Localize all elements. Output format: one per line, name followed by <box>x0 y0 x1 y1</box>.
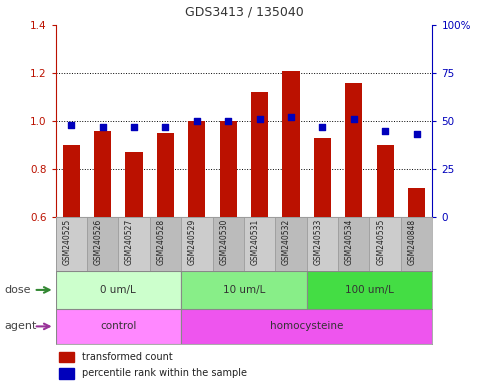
Bar <box>338 217 369 271</box>
Text: GSM240535: GSM240535 <box>376 219 385 265</box>
Point <box>161 124 170 130</box>
Text: GSM240527: GSM240527 <box>125 219 134 265</box>
Bar <box>181 217 213 271</box>
Bar <box>307 217 338 271</box>
Text: GSM240529: GSM240529 <box>188 219 197 265</box>
Bar <box>275 217 307 271</box>
Text: GSM240530: GSM240530 <box>219 219 228 265</box>
Point <box>99 124 107 130</box>
Bar <box>220 121 237 217</box>
Point <box>412 131 420 137</box>
Bar <box>314 138 331 217</box>
Bar <box>150 217 181 271</box>
Text: GSM240533: GSM240533 <box>313 219 323 265</box>
Bar <box>251 92 268 217</box>
Text: GSM240848: GSM240848 <box>408 219 416 265</box>
Text: transformed count: transformed count <box>82 352 172 362</box>
Bar <box>244 217 275 271</box>
Text: GSM240525: GSM240525 <box>62 219 71 265</box>
Bar <box>181 309 432 344</box>
Bar <box>59 352 74 362</box>
Text: dose: dose <box>5 285 31 295</box>
Text: 100 um/L: 100 um/L <box>345 285 394 295</box>
Text: agent: agent <box>5 321 37 331</box>
Bar <box>87 217 118 271</box>
Text: 10 um/L: 10 um/L <box>223 285 265 295</box>
Bar <box>56 309 181 344</box>
Bar <box>181 271 307 309</box>
Bar <box>59 368 74 379</box>
Text: GSM240526: GSM240526 <box>94 219 103 265</box>
Text: GDS3413 / 135040: GDS3413 / 135040 <box>185 6 303 19</box>
Point <box>287 114 295 120</box>
Bar <box>401 217 432 271</box>
Text: percentile rank within the sample: percentile rank within the sample <box>82 368 247 378</box>
Point <box>130 124 138 130</box>
Text: homocysteine: homocysteine <box>270 321 343 331</box>
Text: GSM240534: GSM240534 <box>345 219 354 265</box>
Bar <box>157 133 174 217</box>
Point <box>350 116 357 122</box>
Point <box>68 122 75 128</box>
Bar <box>56 271 181 309</box>
Text: GSM240531: GSM240531 <box>251 219 260 265</box>
Bar <box>56 217 87 271</box>
Point <box>256 116 264 122</box>
Point <box>224 118 232 124</box>
Text: GSM240532: GSM240532 <box>282 219 291 265</box>
Bar <box>345 83 362 217</box>
Bar <box>283 71 299 217</box>
Point <box>382 127 389 134</box>
Text: 0 um/L: 0 um/L <box>100 285 136 295</box>
Point <box>193 118 201 124</box>
Bar <box>94 131 111 217</box>
Bar <box>118 217 150 271</box>
Bar <box>213 217 244 271</box>
Bar <box>377 145 394 217</box>
Point <box>319 124 327 130</box>
Bar <box>408 188 425 217</box>
Bar <box>188 121 205 217</box>
Bar <box>307 271 432 309</box>
Bar <box>126 152 142 217</box>
Bar <box>369 217 401 271</box>
Text: control: control <box>100 321 137 331</box>
Text: GSM240528: GSM240528 <box>156 219 165 265</box>
Bar <box>63 145 80 217</box>
